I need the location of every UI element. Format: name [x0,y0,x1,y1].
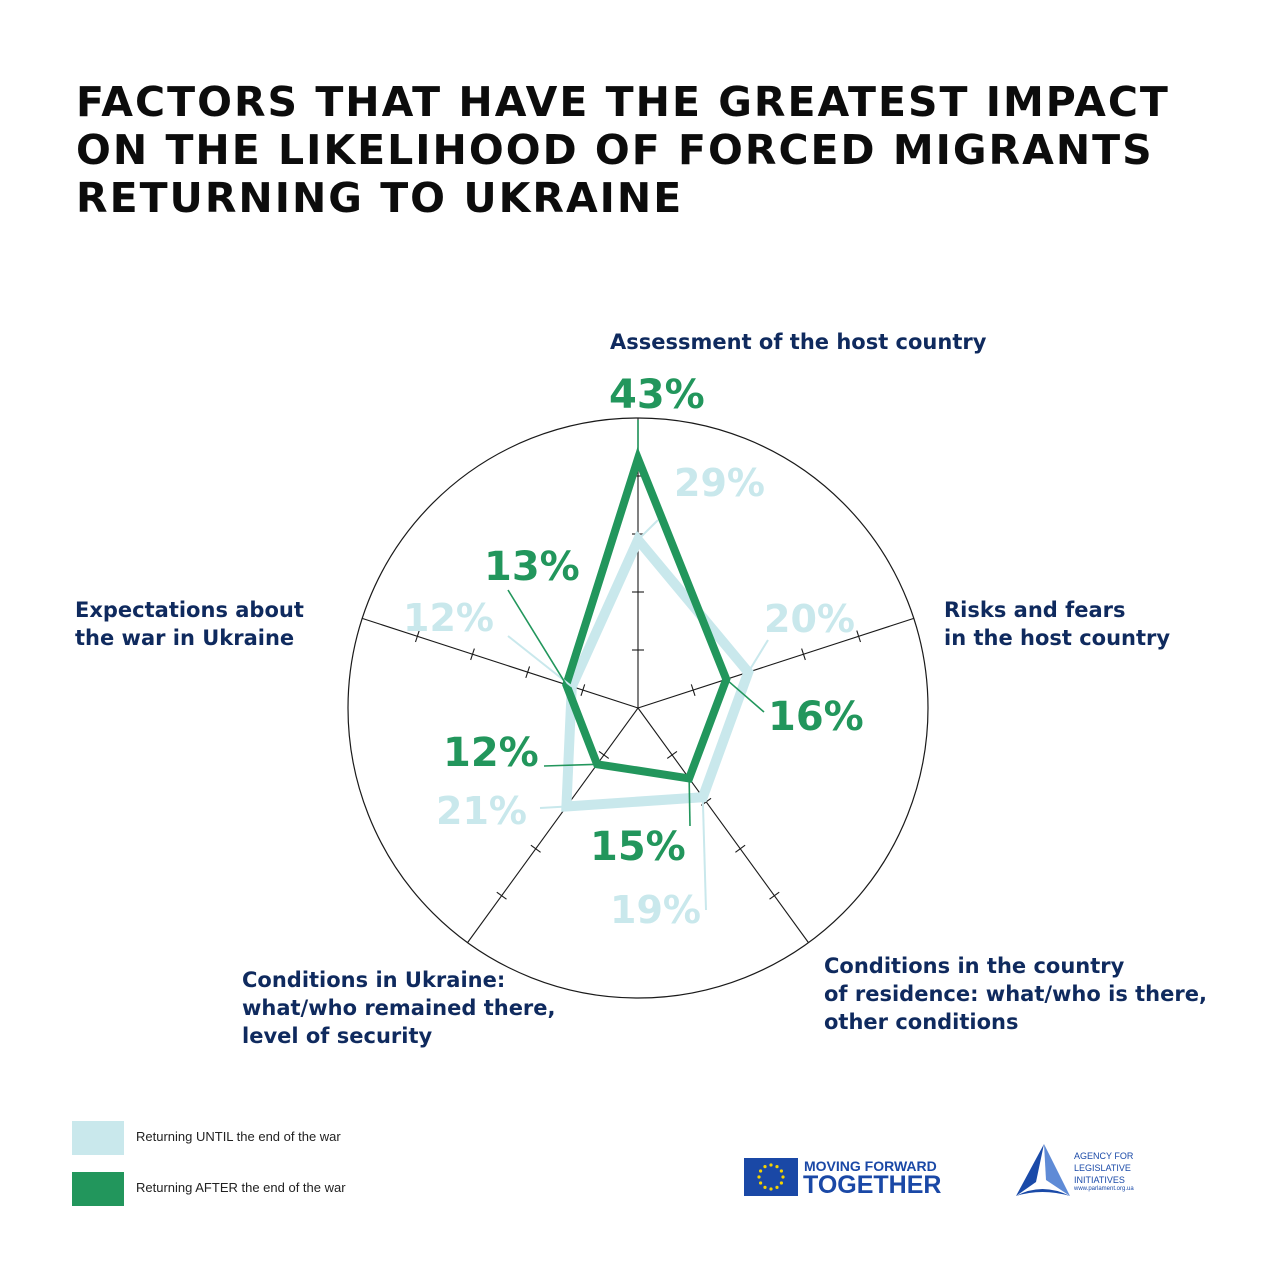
category-label-line: other conditions [824,1010,1019,1034]
radar-tick-3-3 [530,844,541,853]
data-label-after-ukraine: 12% [443,730,539,776]
eu-star-icon [763,1185,767,1189]
category-label-residence: Conditions in the country of residence: … [824,952,1207,1036]
radar-tick-4-1 [580,684,586,696]
radar-tick-2-3 [735,844,746,853]
legend-swatch-after [72,1172,124,1206]
category-label-expectations: Expectations about the war in Ukraine [75,596,304,652]
data-label-until-residence: 19% [610,888,701,932]
leader-line-until-3 [539,805,567,809]
eu-logo-line-1: MOVING FORWARD [804,1158,937,1174]
ali-logo-line: INITIATIVES [1074,1175,1125,1185]
category-label-assessment: Assessment of the host country [610,328,986,356]
ali-logo-line: AGENCY FOR [1074,1151,1134,1161]
leader-line-after-3 [543,763,598,767]
eu-star-icon [775,1185,779,1189]
eu-star-icon [763,1165,767,1169]
leader-line-after-1 [725,678,765,713]
category-label-line: level of security [242,1024,433,1048]
eu-star-icon [779,1181,783,1185]
ali-logo-url: www.parlament.org.ua [1074,1186,1134,1192]
radar-series [561,446,754,812]
category-label-line: Conditions in Ukraine: [242,968,506,992]
eu-stars-icon [757,1163,785,1191]
radar-tick-1-3 [801,648,806,661]
data-label-after-residence: 15% [590,824,686,870]
title-line-1: FACTORS THAT HAVE THE GREATEST IMPACT [76,78,1170,126]
radar-tick-3-4 [496,891,507,900]
ali-logo: AGENCY FOR LEGISLATIVE INITIATIVES www.p… [1014,1142,1164,1198]
radar-tick-1-4 [856,630,862,643]
category-label-line: Expectations about [75,598,304,622]
legend-swatch-until [72,1121,124,1155]
title-line-2: ON THE LIKELIHOOD OF FORCED MIGRANTS [76,126,1154,174]
category-label-line: what/who remained there, [242,996,556,1020]
category-label-risks: Risks and fears in the host country [944,596,1170,652]
radar-series-after [562,446,731,783]
category-label-line: in the host country [944,626,1171,650]
radar-tick-4-2 [525,666,531,679]
category-label-line: Assessment of the host country [610,330,987,354]
radar-tick-2-4 [769,891,780,900]
radar-tick-1-1 [690,684,696,696]
eu-star-icon [769,1187,773,1191]
chart-title: FACTORS THAT HAVE THE GREATEST IMPACT ON… [76,78,1226,222]
radar-series-until [561,530,754,812]
radar-tick-2-1 [666,750,678,759]
leader-line-until-1 [747,639,769,673]
leader-line-until-2 [701,797,707,911]
eu-logo-line-2: TOGETHER [803,1171,942,1199]
eu-star-icon [759,1169,763,1173]
category-label-ukraine: Conditions in Ukraine: what/who remained… [242,966,556,1050]
radar-tick-4-3 [470,648,475,661]
data-label-until-assessment: 29% [674,461,765,505]
radar-tick-3-2 [564,797,575,806]
data-label-after-expectations: 13% [484,544,580,590]
eu-star-icon [779,1169,783,1173]
data-label-after-assessment: 43% [609,372,705,418]
ali-logo-text: AGENCY FOR LEGISLATIVE INITIATIVES [1074,1150,1174,1186]
eu-star-icon [757,1175,761,1179]
leader-line-after-4 [507,589,567,686]
data-label-after-risks: 16% [768,694,864,740]
eu-logo: MOVING FORWARD TOGETHER [744,1158,956,1199]
radar-tick-3-1 [598,750,610,759]
leader-line-until-0 [637,519,659,541]
category-label-line: Risks and fears [944,598,1126,622]
legend-label-until: Returning UNTIL the end of the war [136,1129,341,1144]
radar-tick-2-2 [701,797,712,806]
title-line-3: RETURNING TO UKRAINE [76,174,684,222]
eu-star-icon [775,1165,779,1169]
category-label-line: Conditions in the country [824,954,1125,978]
leader-line-until-4 [507,635,573,688]
eu-star-icon [781,1175,785,1179]
category-label-line: of residence: what/who is there, [824,982,1207,1006]
ali-logo-line: LEGISLATIVE [1074,1163,1131,1173]
eu-flag-icon [744,1158,798,1196]
legend-label-after: Returning AFTER the end of the war [136,1180,346,1195]
ali-triangle-icon [1016,1144,1070,1196]
eu-star-icon [769,1163,773,1167]
category-label-line: the war in Ukraine [75,626,295,650]
data-label-until-risks: 20% [764,597,855,641]
data-label-until-ukraine: 21% [436,789,527,833]
radar-tick-1-2 [745,666,751,679]
eu-star-icon [759,1181,763,1185]
leader-line-after-2 [688,778,691,827]
data-label-until-expectations: 12% [403,596,494,640]
